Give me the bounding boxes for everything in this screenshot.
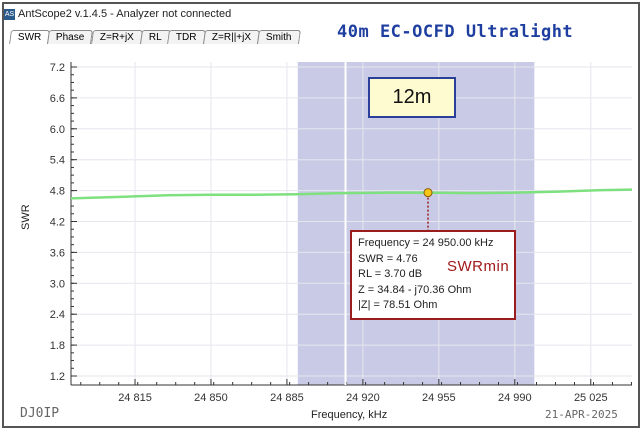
y-tick-label: 3.0 (50, 278, 65, 290)
band-label: 12m (368, 77, 456, 118)
y-tick-label: 2.4 (50, 309, 65, 321)
swr-marker (423, 188, 433, 198)
tooltip-frequency: Frequency = 24 950.00 kHz (358, 237, 494, 249)
tooltip-swr: SWR = 4.76 (358, 252, 418, 265)
y-tick-label: 4.2 (50, 217, 65, 229)
y-tick-label: 6.6 (50, 93, 65, 105)
tooltip-rl: RL = 3.70 dB (358, 268, 423, 280)
marker-tooltip: Frequency = 24 950.00 kHz SWR = 4.76 RL … (350, 230, 516, 320)
x-tick-label: 24 815 (118, 392, 152, 404)
swr-curve (70, 188, 633, 200)
callsign: DJ0IP (20, 406, 60, 421)
x-tick-label: 24 955 (422, 392, 456, 404)
x-axis-label: Frequency, kHz (311, 409, 388, 421)
title-bar: AS AntScope2 v.1.4.5 - Analyzer not conn… (4, 6, 231, 22)
y-tick-label: 5.4 (50, 155, 65, 167)
app-icon: AS (4, 8, 15, 20)
x-tick-label: 24 885 (270, 392, 304, 404)
x-tick-label: 24 850 (194, 392, 228, 404)
x-tick-label: 24 920 (346, 392, 380, 404)
y-tick-label: 6.0 (50, 124, 65, 136)
y-axis-label: SWR (20, 204, 32, 230)
y-tick-label: 7.2 (50, 62, 65, 74)
y-tick-label: 4.8 (50, 186, 65, 198)
y-tick-label: 1.2 (50, 371, 65, 383)
x-tick-label: 24 990 (498, 392, 532, 404)
y-tick-label: 3.6 (50, 247, 65, 259)
x-tick-label: 25 025 (574, 392, 608, 404)
tooltip-magnitude: |Z| = 78.51 Ohm (358, 299, 438, 311)
y-tick-label: 1.8 (50, 340, 65, 352)
antenna-heading: 40m EC-OCFD Ultralight (337, 22, 574, 42)
window-title: AntScope2 v.1.4.5 - Analyzer not connect… (18, 8, 232, 20)
date: 21-APR-2025 (545, 408, 618, 421)
swrmin-annotation: SWRmin (447, 258, 510, 275)
tooltip-impedance: Z = 34.84 - j70.36 Ohm (358, 283, 472, 296)
